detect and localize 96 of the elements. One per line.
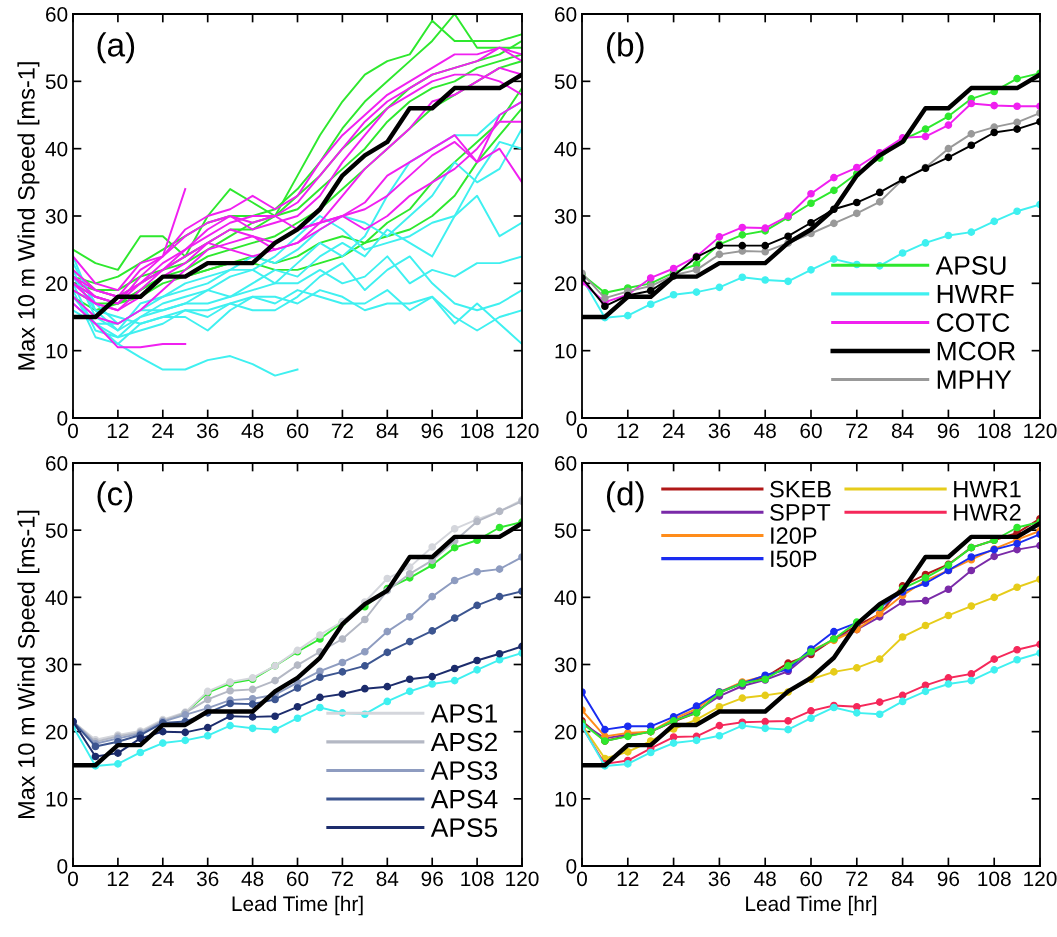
- y-tick-label: 0: [566, 411, 577, 426]
- x-tick-label: 12: [617, 423, 639, 438]
- y-tick-label: 30: [554, 209, 577, 224]
- x-axis-title: Lead Time [hr]: [746, 895, 877, 916]
- x-tick-label: 120: [1024, 423, 1057, 439]
- legend-label: HWR2: [954, 504, 1021, 521]
- x-tick-label: 120: [1024, 871, 1057, 887]
- y-tick-label: 50: [554, 523, 577, 538]
- x-tick-label: 108: [978, 871, 1011, 887]
- legend-label: MCOR: [937, 341, 1016, 361]
- y-tick-label: 0: [57, 859, 68, 874]
- x-tick-label: 24: [152, 871, 174, 886]
- y-tick-label: 60: [555, 7, 577, 22]
- x-tick-label: 120: [506, 871, 539, 887]
- y-tick-label: 50: [554, 74, 577, 90]
- x-tick-label: 0: [68, 423, 78, 439]
- y-tick-label: 40: [554, 590, 577, 606]
- y-tick-label: 50: [45, 74, 68, 90]
- annotation: (d): [606, 481, 644, 513]
- x-tick-label: 96: [421, 423, 443, 439]
- y-tick-label: 60: [555, 456, 577, 471]
- x-axis-title: Lead Time [hr]: [232, 895, 363, 916]
- y-tick-label: 30: [45, 209, 68, 224]
- x-tick-label: 96: [937, 871, 960, 887]
- x-tick-label: 108: [461, 871, 494, 887]
- y-tick-label: 20: [46, 276, 68, 292]
- x-tick-label: 0: [577, 871, 587, 887]
- x-tick-label: 60: [286, 423, 309, 439]
- y-tick-label: 40: [554, 141, 577, 157]
- y-tick-label: 40: [45, 590, 68, 606]
- legend-label: APSU: [935, 256, 1006, 275]
- y-tick-label: 0: [57, 411, 68, 426]
- legend-label: HWR1: [954, 481, 1021, 498]
- x-tick-label: 120: [506, 423, 539, 439]
- legend-label: APS5: [430, 818, 498, 838]
- legend-label: APS2: [430, 732, 497, 752]
- legend-label: APS3: [430, 761, 498, 780]
- legend-label: I20P: [771, 527, 817, 544]
- legend-label: SPPT: [770, 504, 831, 521]
- y-tick-label: 20: [46, 724, 68, 740]
- legend-label: SKEB: [770, 480, 831, 498]
- legend-label: COTC: [936, 313, 1010, 332]
- x-tick-label: 36: [196, 423, 219, 439]
- x-tick-label: 12: [107, 871, 129, 886]
- y-tick-label: 10: [46, 343, 68, 359]
- x-tick-label: 72: [846, 423, 868, 438]
- x-tick-label: 72: [846, 871, 868, 886]
- x-tick-label: 12: [107, 423, 129, 438]
- x-tick-label: 60: [800, 871, 822, 887]
- x-tick-label: 96: [937, 423, 960, 439]
- legend-label: APS4: [430, 789, 498, 809]
- x-tick-label: 84: [376, 871, 399, 887]
- y-tick-label: 40: [45, 141, 68, 157]
- x-tick-label: 108: [978, 423, 1011, 439]
- annotation: (b): [606, 32, 644, 64]
- legend-label: I50P: [771, 550, 817, 568]
- x-tick-label: 48: [241, 423, 264, 439]
- legend-label: MPHY: [937, 370, 1012, 389]
- y-tick-label: 30: [45, 657, 68, 673]
- y-tick-label: 10: [555, 791, 577, 807]
- x-tick-label: 96: [421, 871, 443, 887]
- x-tick-label: 36: [196, 871, 219, 887]
- x-tick-label: 0: [68, 871, 78, 887]
- x-tick-label: 84: [376, 423, 399, 439]
- y-tick-label: 50: [45, 523, 68, 538]
- y-tick-label: 10: [555, 343, 577, 359]
- x-tick-label: 48: [754, 871, 776, 887]
- x-tick-label: 60: [286, 871, 309, 887]
- x-tick-label: 0: [577, 423, 587, 439]
- y-tick-label: 30: [554, 657, 577, 673]
- legend-label: HWRF: [937, 284, 1014, 304]
- x-tick-label: 84: [891, 871, 914, 887]
- x-tick-label: 84: [891, 423, 914, 439]
- x-tick-label: 36: [708, 871, 731, 887]
- x-tick-label: 72: [331, 423, 353, 438]
- y-tick-label: 60: [46, 7, 68, 22]
- y-tick-label: 20: [555, 724, 577, 740]
- x-tick-label: 108: [461, 423, 494, 439]
- y-tick-label: 10: [46, 791, 68, 807]
- x-tick-label: 24: [663, 423, 685, 438]
- x-tick-label: 24: [663, 871, 685, 886]
- x-tick-label: 12: [617, 871, 639, 886]
- annotation: (c): [97, 481, 133, 513]
- y-tick-label: 60: [46, 456, 68, 471]
- x-tick-label: 48: [241, 871, 264, 887]
- x-tick-label: 48: [754, 423, 776, 439]
- x-tick-label: 60: [800, 423, 822, 439]
- x-tick-label: 24: [152, 423, 174, 438]
- y-axis-title: Max 10 m Wind Speed [ms-1]: [17, 62, 40, 370]
- y-tick-label: 0: [566, 859, 577, 874]
- x-tick-label: 72: [331, 871, 353, 886]
- y-tick-label: 20: [555, 276, 577, 292]
- x-tick-label: 36: [708, 423, 731, 439]
- annotation: (a): [97, 32, 135, 64]
- legend-label: APS1: [430, 704, 497, 723]
- y-axis-title: Max 10 m Wind Speed [ms-1]: [17, 510, 40, 819]
